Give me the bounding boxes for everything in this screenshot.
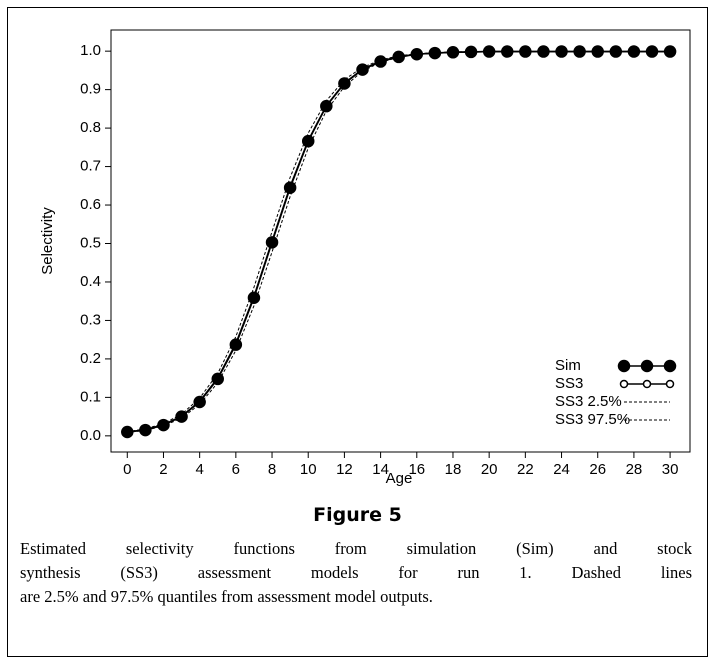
point [265, 236, 279, 249]
point [591, 45, 604, 58]
point [139, 423, 152, 437]
x-tick-label: 30 [662, 461, 679, 478]
point [374, 55, 387, 68]
point [537, 45, 550, 58]
figure-label: Figure 5 [313, 504, 402, 526]
x-tick-label: 10 [300, 461, 317, 478]
x-tick-label: 16 [408, 461, 425, 478]
legend-label: Sim [555, 357, 581, 374]
y-tick-label: 0.8 [80, 119, 101, 136]
point [573, 45, 586, 58]
point [501, 45, 514, 58]
point [464, 45, 478, 59]
x-tick-label: 12 [336, 461, 353, 478]
x-tick-label: 8 [268, 461, 276, 478]
point [519, 45, 532, 58]
y-tick-label: 0.6 [80, 196, 101, 213]
point [392, 50, 405, 64]
legend-marker [617, 359, 631, 373]
x-tick-label: 26 [589, 461, 606, 478]
legend-marker [663, 359, 677, 373]
point [175, 410, 188, 423]
y-tick-label: 0.1 [80, 388, 101, 405]
point [229, 338, 243, 351]
point [157, 418, 170, 432]
plot-frame [110, 29, 691, 453]
y-tick-label: 0.3 [80, 311, 101, 328]
point [301, 134, 315, 148]
series-line [127, 51, 671, 433]
caption-line: synthesis (SS3) assessment models for ru… [20, 563, 692, 582]
point [211, 372, 225, 386]
legend-marker [640, 359, 654, 373]
point [356, 63, 369, 76]
y-tick-label: 0.0 [80, 427, 101, 444]
caption-line: are 2.5% and 97.5% quantiles from assess… [20, 587, 433, 606]
x-tick-label: 4 [195, 461, 203, 478]
caption-line: Estimated selectivity functions from sim… [20, 539, 692, 558]
point [410, 47, 424, 61]
y-tick-label: 0.7 [80, 158, 101, 175]
point [609, 45, 623, 58]
x-tick-label: 24 [553, 461, 570, 478]
legend-marker [642, 379, 652, 389]
y-tick-label: 0.2 [80, 350, 101, 367]
x-axis-label: Age [386, 470, 413, 487]
x-tick-label: 14 [372, 461, 389, 478]
x-tick-label: 6 [232, 461, 240, 478]
x-tick-label: 20 [481, 461, 498, 478]
series-line [127, 50, 671, 433]
legend-label: SS3 97.5% [555, 411, 630, 428]
y-tick-label: 0.5 [80, 234, 101, 251]
y-tick-label: 0.9 [80, 81, 101, 98]
legend-label: SS3 [555, 375, 583, 392]
point [555, 45, 568, 58]
point [645, 45, 659, 58]
x-tick-label: 18 [445, 461, 462, 478]
x-tick-label: 28 [626, 461, 643, 478]
point [283, 181, 297, 194]
legend-marker [665, 379, 675, 389]
x-tick-label: 0 [123, 461, 131, 478]
figure-frame [7, 7, 708, 657]
y-tick-label: 1.0 [80, 42, 101, 59]
point [193, 395, 206, 409]
series-line [127, 50, 671, 433]
chart: Age Selectivity 0.0 0.1 0.2 0.3 0.4 0.5 0.6 0.7… [39, 29, 691, 487]
point [627, 45, 641, 58]
y-tick-label: 0.4 [80, 273, 101, 290]
legend-marker [619, 379, 629, 389]
x-tick-label: 2 [159, 461, 167, 478]
point [428, 46, 442, 60]
point [320, 99, 333, 113]
point [446, 46, 460, 59]
point [247, 291, 261, 304]
y-axis-label: Selectivity [39, 207, 56, 275]
series-line [127, 51, 671, 433]
legend-label: SS3 2.5% [555, 393, 622, 410]
point [338, 77, 351, 90]
point [121, 425, 134, 439]
point [663, 45, 677, 58]
point [482, 45, 496, 58]
x-tick-label: 22 [517, 461, 534, 478]
